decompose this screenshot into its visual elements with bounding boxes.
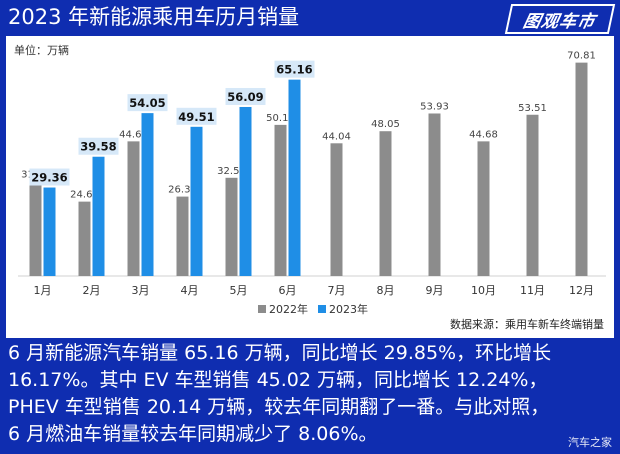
bar-2022 xyxy=(526,114,539,276)
data-label-2023-bg xyxy=(176,107,217,125)
x-tick-label: 4月 xyxy=(181,284,199,297)
data-label-2022: 26.35 xyxy=(168,185,197,196)
data-label-2023: 65.16 xyxy=(276,63,312,77)
x-tick-label: 5月 xyxy=(230,284,248,297)
data-label-2022: 70.81 xyxy=(567,51,596,62)
x-tick-label: 6月 xyxy=(279,284,297,297)
data-label-2023-bg xyxy=(29,168,70,186)
description-line: 6 月新能源汽车销量 65.16 万辆，同比增长 29.85%，环比增长 xyxy=(8,342,552,364)
x-tick-label: 3月 xyxy=(132,284,150,297)
bar-2022 xyxy=(225,177,238,276)
bar-2023 xyxy=(190,126,203,276)
brand-logo: 图观车市 xyxy=(504,4,616,34)
watermark: 汽车之家 xyxy=(568,436,612,449)
header-bar: 2023 年新能源乘用车历月销量 图观车市 xyxy=(0,0,620,34)
x-tick-label: 12月 xyxy=(569,284,594,297)
data-label-2022: 24.68 xyxy=(70,190,99,201)
legend-label: 2022年 xyxy=(269,302,308,316)
x-tick-label: 2月 xyxy=(83,284,101,297)
x-tick-label: 7月 xyxy=(328,284,346,297)
bar-2023 xyxy=(92,156,105,276)
data-label-2023: 56.09 xyxy=(227,90,263,104)
bar-2022 xyxy=(127,141,140,276)
data-label-2022: 50.15 xyxy=(266,113,295,124)
legend-swatch xyxy=(258,305,266,313)
bar-2023 xyxy=(288,79,301,276)
bar-2022 xyxy=(428,113,441,276)
bar-2022 xyxy=(330,143,343,276)
description: 6 月新能源汽车销量 65.16 万辆，同比增长 29.85%，环比增长 16.… xyxy=(8,340,612,448)
bar-2022 xyxy=(176,196,189,276)
x-tick-label: 8月 xyxy=(377,284,395,297)
data-label-2023: 29.36 xyxy=(31,171,67,185)
description-line: PHEV 车型销售 20.14 万辆，较去年同期翻了一番。与此对照， xyxy=(8,396,550,418)
data-label-2022: 32.59 xyxy=(217,166,246,177)
bar-2022 xyxy=(477,141,490,276)
data-label-2023-bg xyxy=(78,137,119,155)
data-label-2023-bg xyxy=(274,60,315,78)
brand-logo-text: 图观车市 xyxy=(521,11,598,32)
data-label-2022: 53.93 xyxy=(420,101,449,112)
bar-2022 xyxy=(274,124,287,276)
data-label-2023: 49.51 xyxy=(178,110,214,124)
page-title: 2023 年新能源乘用车历月销量 xyxy=(8,5,300,29)
data-label-2023-bg xyxy=(127,94,168,112)
data-label-2022: 44.04 xyxy=(322,131,351,142)
description-line: 16.17%。其中 EV 车型销售 45.02 万辆，同比增长 12.24%， xyxy=(8,369,548,391)
legend-label: 2023年 xyxy=(329,302,368,316)
data-source: 数据来源：乘用车新车终端销量 xyxy=(450,318,604,331)
bar-2022 xyxy=(78,201,91,276)
bar-2023 xyxy=(141,113,154,276)
data-label-2023-bg xyxy=(225,87,266,105)
description-line: 6 月燃油车销量较去年同期减少了 8.06%。 xyxy=(8,423,378,445)
unit-label: 单位：万辆 xyxy=(14,44,69,57)
data-label-2022: 53.51 xyxy=(518,103,547,114)
bar-2023 xyxy=(239,106,252,276)
x-tick-label: 1月 xyxy=(34,284,52,297)
bar-chart: 31.2829.361月24.6839.582月44.6854.053月26.3… xyxy=(18,51,606,316)
x-tick-label: 10月 xyxy=(471,284,496,297)
data-label-2023: 54.05 xyxy=(129,96,165,110)
bar-2022 xyxy=(379,131,392,276)
x-tick-label: 11月 xyxy=(520,284,545,297)
bar-2022 xyxy=(575,62,588,276)
data-label-2022: 44.68 xyxy=(469,129,498,140)
legend-swatch xyxy=(318,305,326,313)
bar-2022 xyxy=(29,181,42,276)
data-label-2022: 48.05 xyxy=(371,119,400,130)
data-label-2022: 44.68 xyxy=(119,129,148,140)
x-tick-label: 9月 xyxy=(426,284,444,297)
bar-2023 xyxy=(43,187,56,276)
data-label-2023: 39.58 xyxy=(80,140,116,154)
chart-panel: 单位：万辆 31.2829.361月24.6839.582月44.6854.05… xyxy=(6,36,614,338)
